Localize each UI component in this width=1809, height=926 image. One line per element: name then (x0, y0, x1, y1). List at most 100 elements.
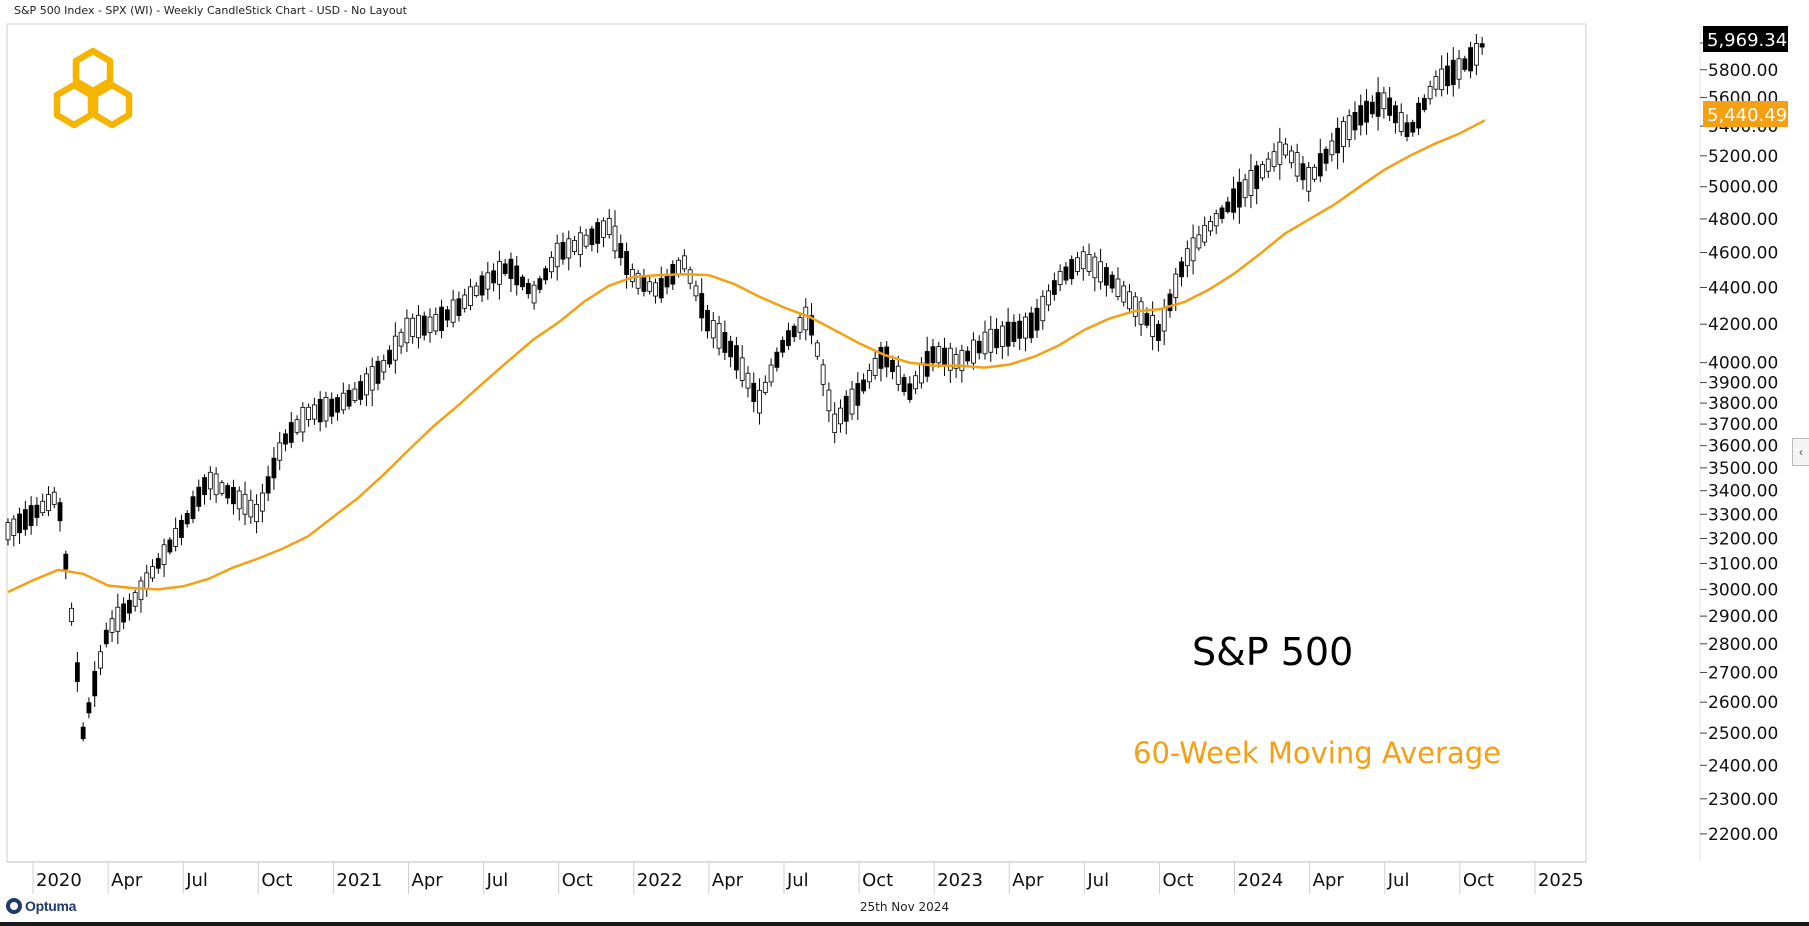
candle (1202, 216, 1208, 247)
chevron-left-icon[interactable]: ‹ (1792, 438, 1809, 466)
candle (1103, 263, 1109, 297)
candle (1092, 252, 1098, 292)
candle (681, 249, 687, 273)
y-tick-label: 3000.00 (1708, 580, 1778, 600)
candle (51, 487, 57, 509)
candle (994, 318, 999, 355)
candle (462, 288, 468, 313)
y-tick-label: 3600.00 (1708, 437, 1778, 457)
candle (855, 372, 861, 421)
candle (861, 373, 866, 394)
x-tick-label: Jul (1086, 870, 1109, 891)
candle (381, 354, 387, 380)
candle (115, 593, 121, 645)
candle (791, 323, 797, 343)
candle (1427, 80, 1433, 105)
y-tick-label: 2600.00 (1708, 693, 1778, 713)
candle (410, 313, 416, 344)
x-tick-label: 2020 (36, 870, 82, 891)
x-tick-label: Apr (712, 870, 744, 891)
candle (121, 597, 127, 630)
candle (1306, 162, 1312, 202)
candle (74, 651, 80, 692)
candle (618, 234, 624, 266)
candle (392, 322, 398, 374)
candle (866, 363, 872, 389)
candle (98, 644, 103, 676)
moving-average-last-value: 5,440.49 (1707, 105, 1787, 126)
candle (358, 374, 364, 406)
candle (953, 347, 959, 378)
candle (1115, 267, 1121, 301)
candle (786, 322, 791, 350)
candle (300, 402, 306, 442)
candle (664, 268, 670, 295)
candle (1051, 272, 1057, 301)
candle (329, 392, 335, 425)
y-tick-label: 2800.00 (1708, 635, 1778, 655)
candle (1433, 70, 1439, 97)
candle (491, 263, 497, 292)
candle (161, 538, 167, 578)
candle (635, 269, 641, 295)
y-tick-label: 2500.00 (1708, 724, 1778, 744)
candle (566, 230, 572, 271)
y-tick-label: 3900.00 (1708, 374, 1778, 394)
y-tick-label: 3100.00 (1708, 555, 1778, 575)
candle (531, 280, 537, 310)
x-tick-label: 2022 (637, 870, 683, 891)
candle (988, 315, 994, 362)
candle (346, 384, 352, 410)
x-tick-label: 2021 (336, 870, 382, 891)
candle (1213, 209, 1219, 235)
optuma-brand: Optuma (6, 898, 76, 914)
x-tick-label: Apr (1313, 870, 1345, 891)
candle (797, 314, 803, 340)
y-tick-label: 2300.00 (1708, 790, 1778, 810)
candle (127, 593, 132, 621)
candle (1046, 284, 1051, 312)
candle (999, 320, 1005, 359)
candle (456, 291, 462, 322)
y-axis: 6000.005800.005600.005400.005200.005000.… (1700, 34, 1778, 845)
candle (259, 483, 265, 523)
candle (369, 357, 375, 407)
candle (450, 289, 456, 328)
candle (283, 429, 288, 452)
candle (502, 258, 508, 276)
candle (537, 275, 543, 294)
candle (982, 320, 988, 360)
candle (699, 278, 705, 332)
candle (1167, 288, 1173, 318)
candle (1352, 101, 1358, 140)
candle (577, 226, 583, 268)
y-tick-label: 2700.00 (1708, 663, 1778, 683)
x-tick-label: Jul (786, 870, 809, 891)
candle (11, 515, 17, 547)
candle (80, 722, 86, 742)
candle (739, 345, 745, 388)
candle (936, 342, 942, 368)
optuma-wordmark: Optuma (25, 898, 77, 914)
candle (40, 493, 46, 517)
candle (1127, 284, 1132, 314)
candle (1358, 94, 1364, 136)
candle (971, 332, 976, 370)
y-tick-label: 3800.00 (1708, 394, 1778, 414)
candle (653, 278, 658, 304)
candle (543, 265, 549, 285)
candle-series (5, 34, 1485, 742)
candle (826, 382, 832, 422)
candle (5, 518, 11, 546)
candle (103, 622, 109, 648)
candle (1121, 280, 1127, 307)
candle (485, 261, 491, 300)
candle (1011, 314, 1017, 348)
candle (1421, 94, 1427, 113)
x-axis: 2020 Apr Jul Oct 2021 Apr Jul Oct 2022 Apr Jul Oct 2… (32, 862, 1584, 894)
y-tick-label: 2900.00 (1708, 607, 1778, 627)
candle (1179, 256, 1184, 287)
candle (595, 218, 601, 253)
candle (762, 375, 768, 396)
moving-average-line (7, 119, 1486, 594)
